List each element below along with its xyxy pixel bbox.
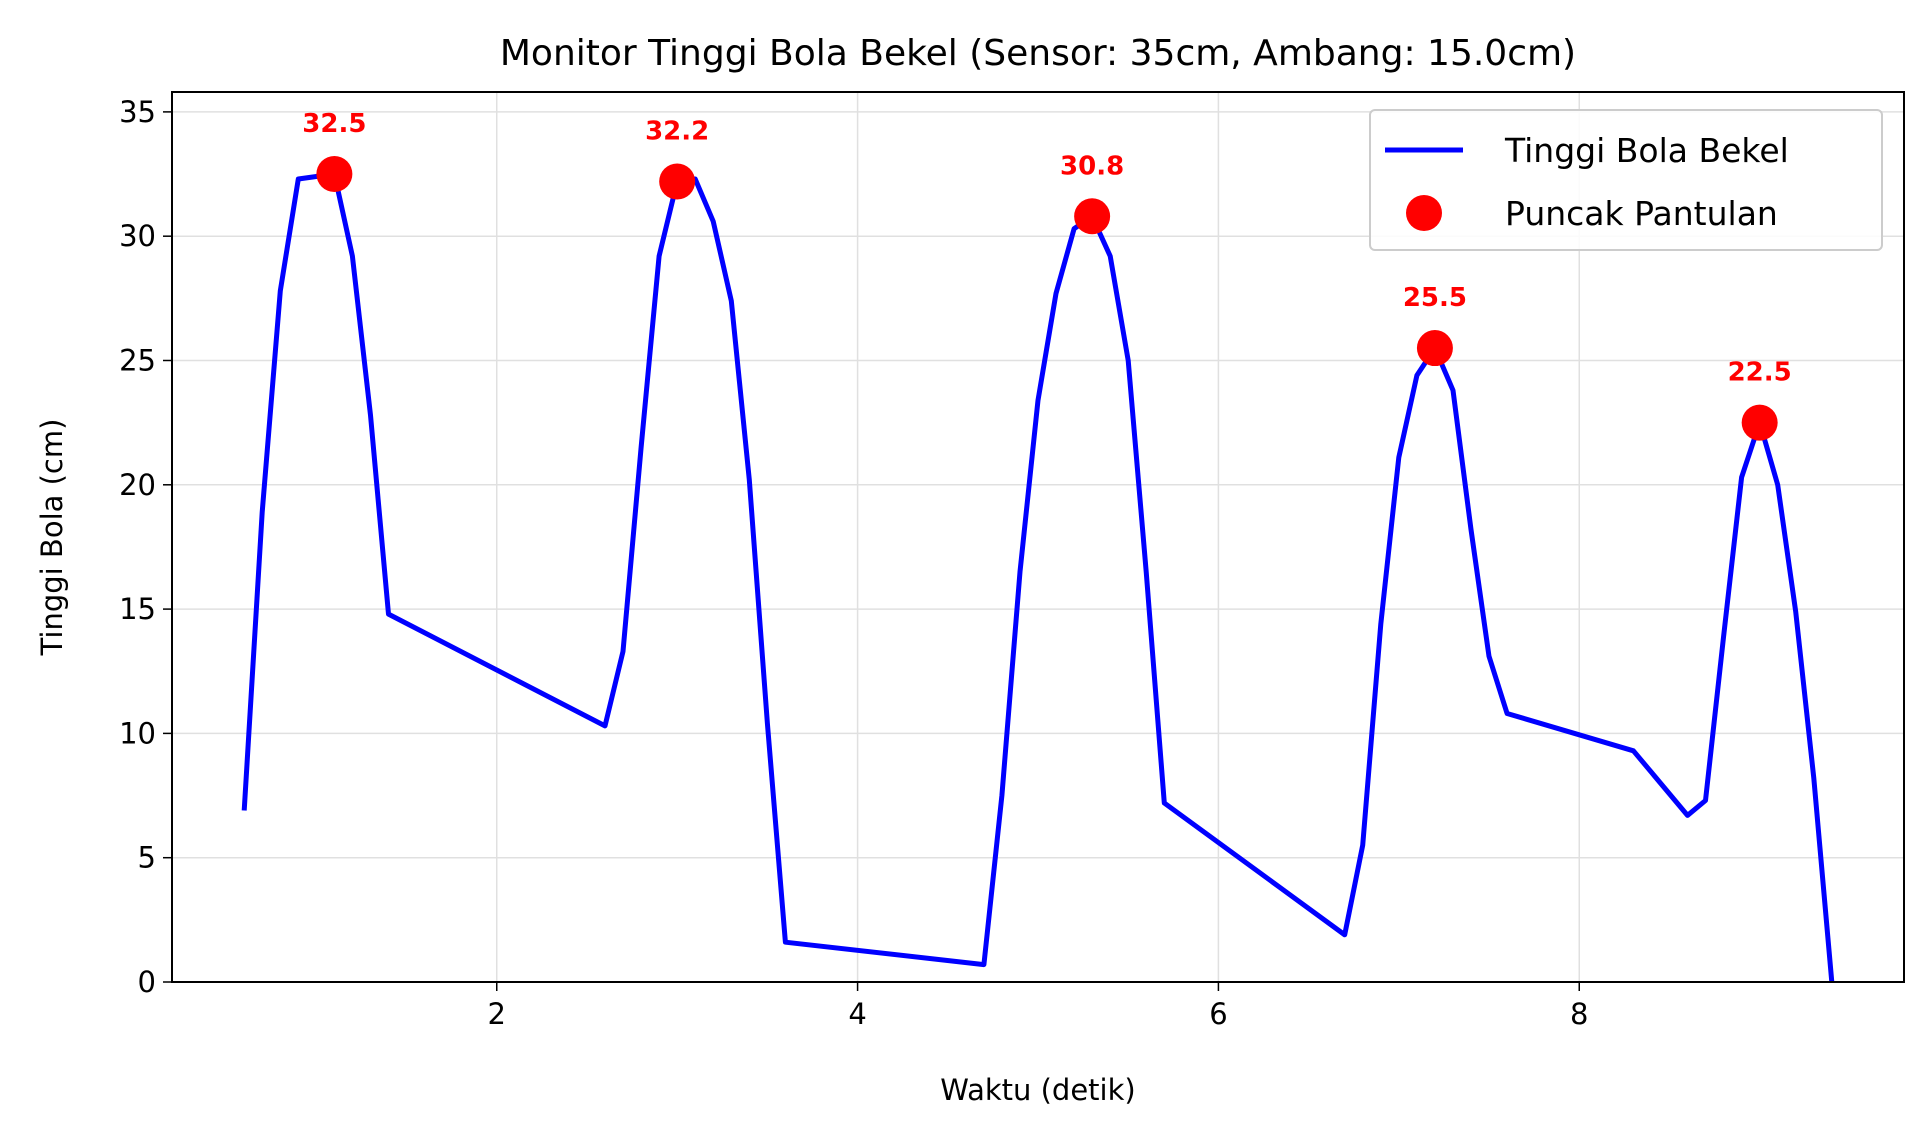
y-tick-label: 20 bbox=[119, 468, 156, 502]
axis-ticks: 2 4 6 8 0 5 10 15 20 25 30 35 bbox=[119, 95, 1588, 1031]
y-tick-label: 15 bbox=[119, 592, 156, 626]
peak-value-label: 25.5 bbox=[1403, 283, 1467, 313]
peak-marker bbox=[659, 163, 696, 200]
series-line-tinggi-bola bbox=[241, 171, 1835, 983]
y-tick-label: 35 bbox=[119, 95, 156, 129]
peak-marker bbox=[1416, 330, 1453, 367]
chart-title: Monitor Tinggi Bola Bekel (Sensor: 35cm,… bbox=[500, 33, 1576, 74]
peak-value-label: 32.5 bbox=[302, 109, 366, 139]
x-tick-label: 4 bbox=[848, 997, 866, 1031]
y-tick-label: 10 bbox=[119, 716, 156, 750]
y-tick-label: 25 bbox=[119, 343, 156, 377]
peak-value-label: 32.2 bbox=[645, 116, 709, 146]
x-tick-label: 6 bbox=[1209, 997, 1227, 1031]
legend-label-peaks: Puncak Pantulan bbox=[1505, 194, 1778, 233]
y-tick-label: 30 bbox=[119, 219, 156, 253]
peak-marker bbox=[316, 156, 353, 193]
series-layer: 32.5 32.2 30.8 25.5 22.5 bbox=[241, 109, 1835, 983]
y-tick-label: 5 bbox=[138, 841, 156, 875]
x-tick-label: 8 bbox=[1570, 997, 1588, 1031]
x-tick-label: 2 bbox=[488, 997, 506, 1031]
peak-value-label: 22.5 bbox=[1728, 358, 1792, 388]
peak-marker bbox=[1741, 404, 1778, 441]
legend-label-line: Tinggi Bola Bekel bbox=[1504, 131, 1789, 170]
x-axis-label: Waktu (detik) bbox=[940, 1073, 1135, 1107]
legend-box bbox=[1369, 109, 1883, 251]
y-axis-label: Tinggi Bola (cm) bbox=[35, 419, 69, 657]
y-tick-label: 0 bbox=[138, 965, 156, 999]
legend: Tinggi Bola Bekel Puncak Pantulan bbox=[1369, 109, 1883, 251]
legend-marker-swatch bbox=[1406, 195, 1442, 231]
plot-frame bbox=[171, 91, 1905, 983]
peak-marker bbox=[1074, 198, 1111, 235]
peak-value-label: 30.8 bbox=[1060, 151, 1124, 181]
